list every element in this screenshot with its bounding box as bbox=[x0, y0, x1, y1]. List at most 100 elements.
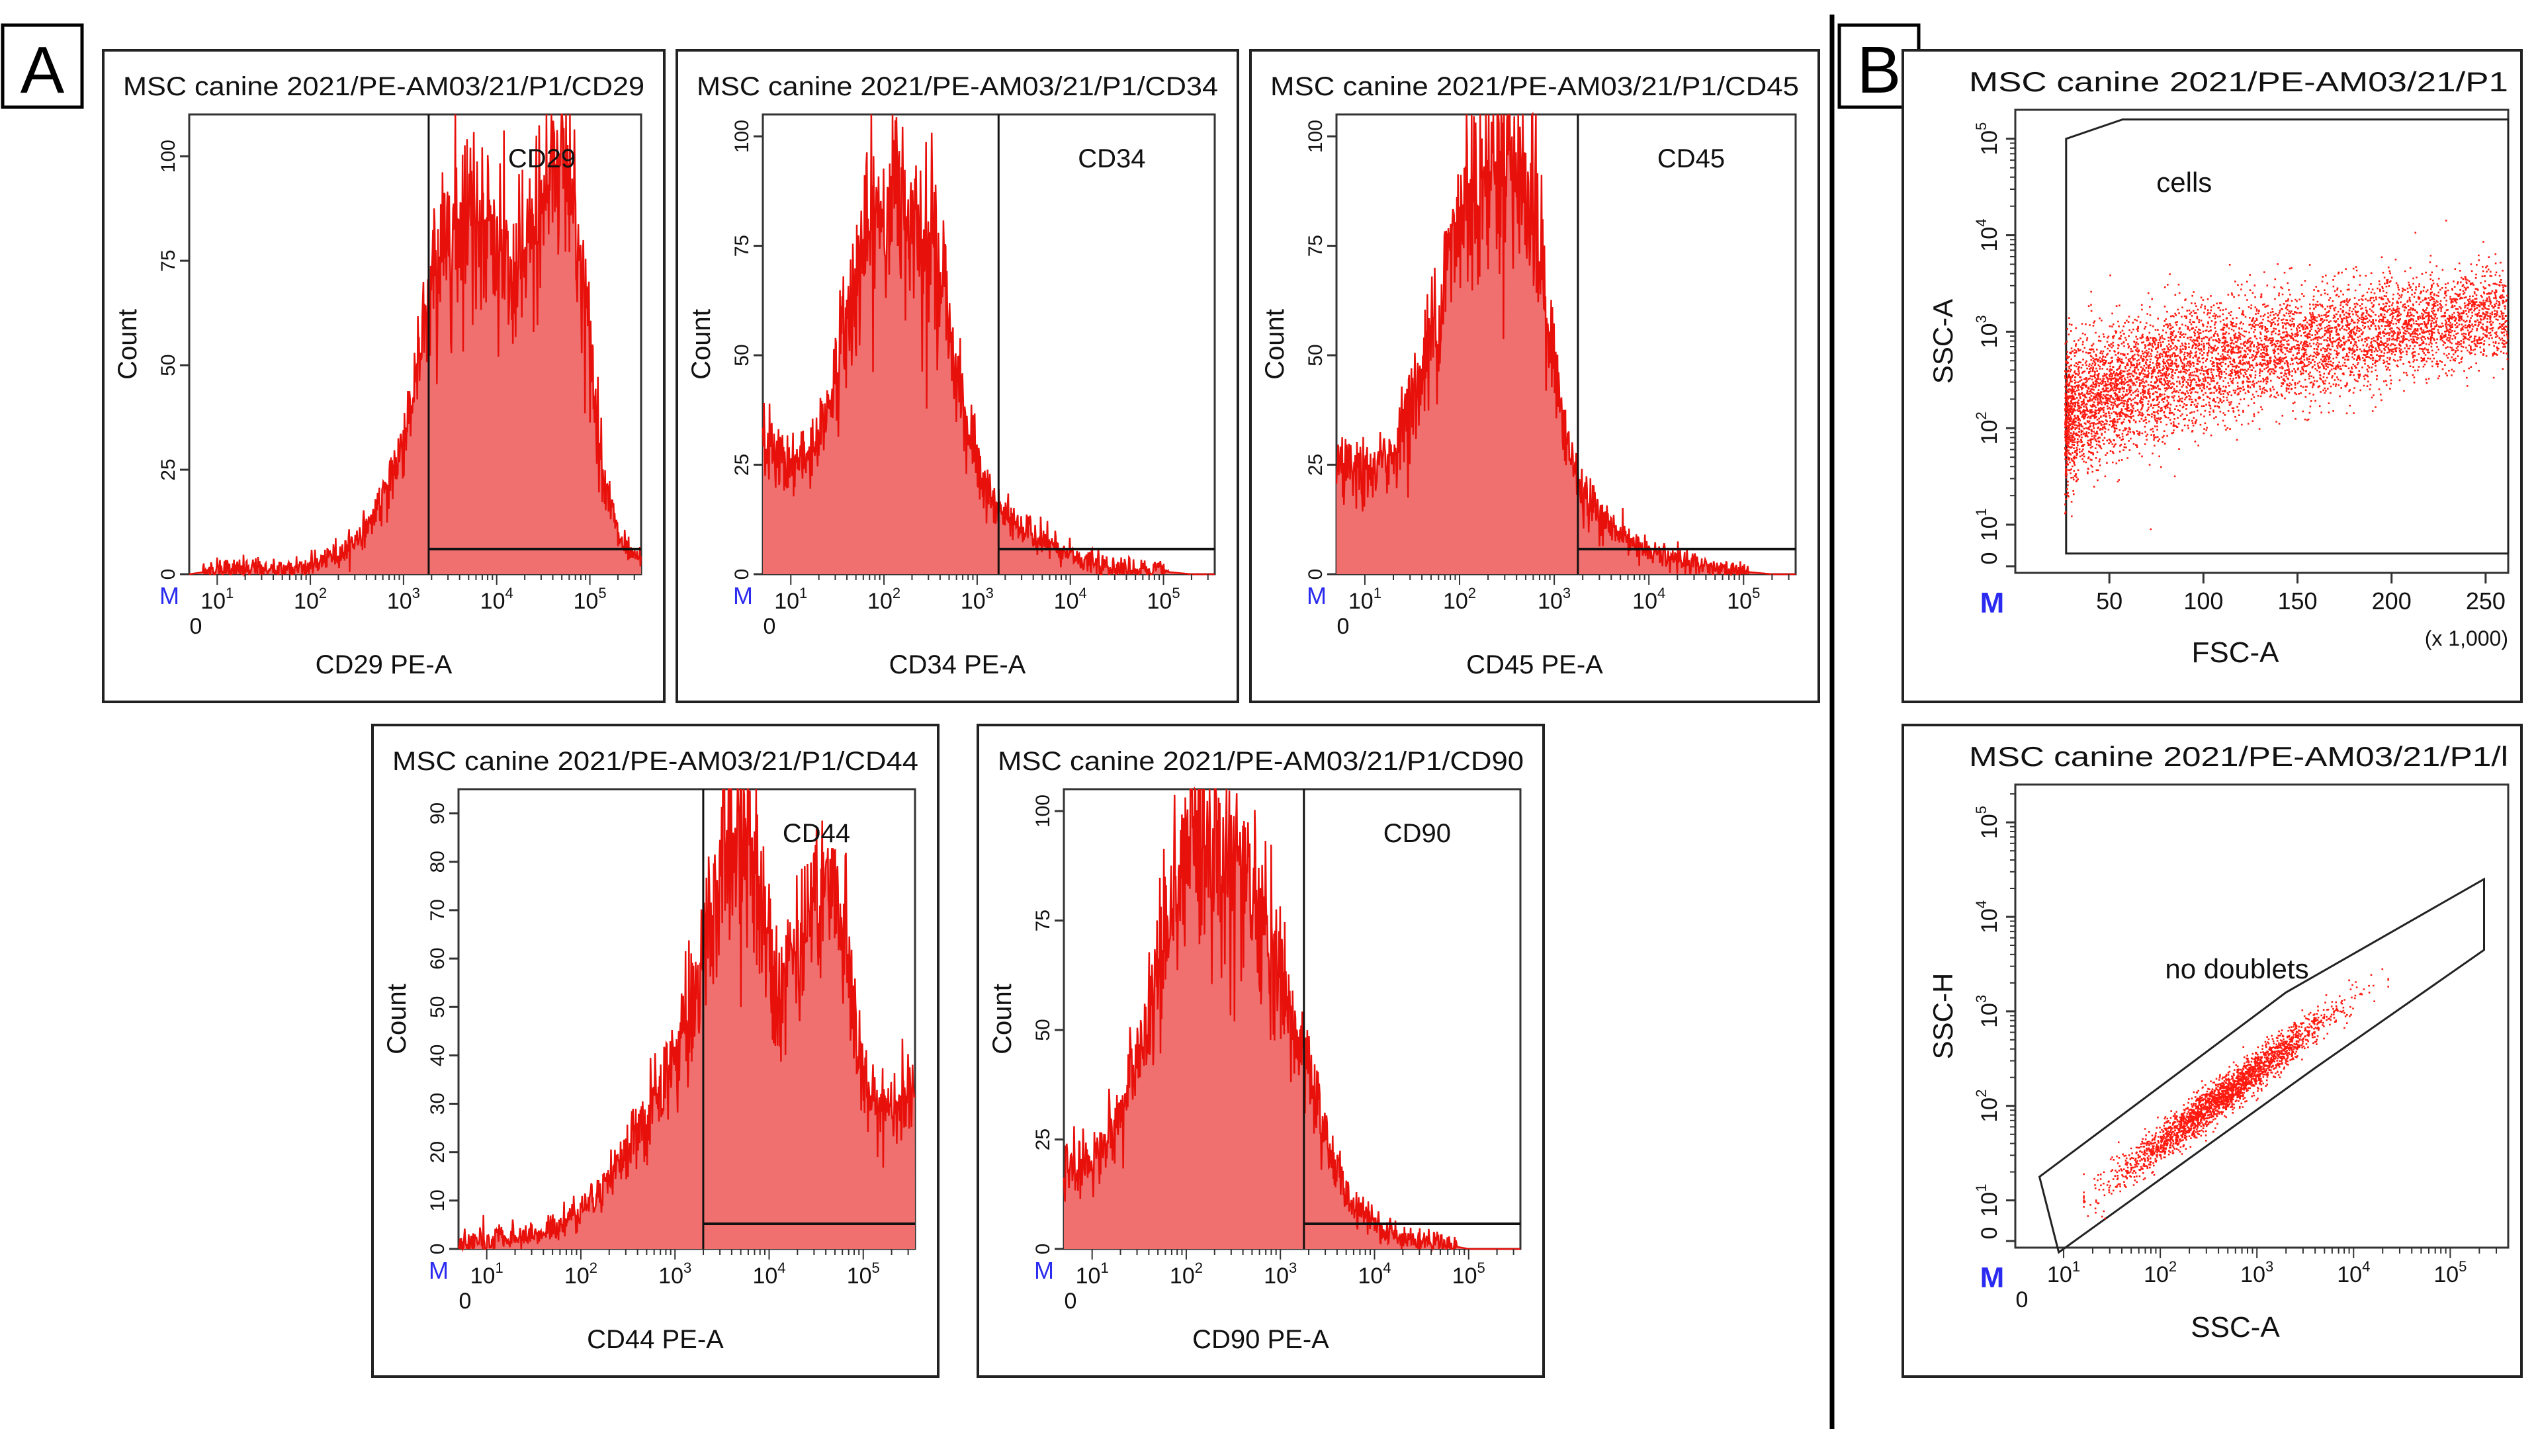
gate-label: CD44 bbox=[783, 819, 850, 848]
marker-label: M bbox=[1980, 587, 2005, 619]
y-tick-label: 10 bbox=[427, 1189, 449, 1211]
y-tick-label: 50 bbox=[1305, 344, 1327, 366]
x-tick-label-exponent: 4 bbox=[1079, 585, 1087, 601]
x-tick-label-exponent: 5 bbox=[872, 1260, 880, 1276]
y-tick-label-exponent: 1 bbox=[1973, 508, 1989, 516]
chart-title: MSC canine 2021/PE-AM03/21/P1/CD34 bbox=[697, 72, 1218, 101]
x-tick-label: 0 bbox=[764, 614, 776, 639]
y-tick-label: 60 bbox=[427, 947, 449, 969]
y-tick-label: 0 bbox=[427, 1244, 449, 1255]
y-tick-label: 25 bbox=[1032, 1129, 1054, 1150]
y-tick-label: 102 bbox=[1973, 411, 2002, 445]
y-tick-label-exponent: 5 bbox=[1973, 122, 1989, 130]
x-tick-label: 50 bbox=[2096, 587, 2122, 615]
x-tick-label: 103 bbox=[1538, 585, 1571, 614]
x-tick-label-exponent: 1 bbox=[495, 1260, 503, 1276]
panel-a-label-box bbox=[1, 23, 84, 109]
x-axis-label: SSC-A bbox=[2191, 1311, 2280, 1344]
gate-label: CD90 bbox=[1383, 819, 1451, 848]
y-tick-label: 100 bbox=[157, 140, 179, 173]
y-tick-label: 30 bbox=[427, 1093, 449, 1115]
x-tick-label-exponent: 3 bbox=[412, 585, 420, 601]
y-tick-label: 75 bbox=[731, 235, 753, 257]
y-tick-label: 0 bbox=[731, 569, 753, 580]
x-tick-label-exponent: 1 bbox=[1374, 585, 1381, 601]
histogram-outline bbox=[189, 113, 642, 578]
y-tick-label: 0 bbox=[1977, 552, 2002, 565]
x-tick-label-exponent: 2 bbox=[319, 585, 327, 601]
x-tick-label-exponent: 2 bbox=[590, 1260, 597, 1276]
y-tick-label: 40 bbox=[427, 1045, 449, 1066]
x-tick-label: 250 bbox=[2466, 587, 2506, 615]
chart-cd29: MSC canine 2021/PE-AM03/21/P1/CD29 CD29 0 2… bbox=[102, 49, 666, 703]
x-tick-label: 200 bbox=[2372, 587, 2412, 615]
x-tick-label: 0 bbox=[2016, 1287, 2029, 1312]
y-tick-label: 0 bbox=[1032, 1244, 1054, 1255]
panel-a: A bbox=[1, 23, 84, 109]
chart-cd44: MSC canine 2021/PE-AM03/21/P1/CD44 CD44 0 1… bbox=[371, 724, 940, 1378]
y-axis-label: SSC-H bbox=[1927, 973, 1958, 1060]
chart-title: MSC canine 2021/PE-AM03/21/P1/l bbox=[1969, 741, 2508, 772]
y-tick-label: 0 bbox=[1305, 569, 1327, 580]
x-axis-label: CD45 PE-A bbox=[1466, 650, 1603, 679]
chart-title: MSC canine 2021/PE-AM03/21/P1/CD45 bbox=[1270, 72, 1799, 101]
gate-label: cells bbox=[2156, 167, 2212, 198]
x-tick-label: 101 bbox=[470, 1260, 503, 1289]
y-axis-label: SSC-A bbox=[1927, 299, 1958, 384]
y-axis-label: Count bbox=[687, 309, 716, 380]
y-tick-label-exponent: 4 bbox=[1973, 219, 1989, 227]
x-tick-label: 150 bbox=[2277, 587, 2317, 615]
y-tick-label: 25 bbox=[1305, 454, 1327, 476]
y-tick-label: 50 bbox=[157, 354, 179, 376]
histogram-outline bbox=[457, 788, 916, 1252]
x-tick-label-exponent: 1 bbox=[2072, 1258, 2080, 1275]
chart-title: MSC canine 2021/PE-AM03/21/P1/CD44 bbox=[392, 747, 918, 776]
marker-label: M bbox=[1034, 1257, 1054, 1284]
chart-title: MSC canine 2021/PE-AM03/21/P1/CD90 bbox=[998, 747, 1524, 776]
y-tick-label: 50 bbox=[1032, 1019, 1054, 1041]
histogram-outline bbox=[1335, 111, 1796, 577]
y-tick-label: 100 bbox=[731, 120, 753, 153]
y-tick-label: 50 bbox=[731, 344, 753, 366]
gate-label: CD45 bbox=[1657, 144, 1725, 173]
y-tick-label-exponent: 2 bbox=[1973, 411, 1989, 419]
chart-cd90: MSC canine 2021/PE-AM03/21/P1/CD90 CD90 0 2… bbox=[977, 724, 1545, 1378]
x-tick-label-exponent: 1 bbox=[1100, 1260, 1108, 1276]
x-tick-label-exponent: 3 bbox=[1289, 1260, 1297, 1276]
gate-polygon bbox=[2065, 118, 2510, 555]
y-tick-label-exponent: 5 bbox=[1973, 806, 1989, 814]
chart-title: MSC canine 2021/PE-AM03/21/P1 bbox=[1969, 66, 2508, 97]
y-axis-label: Count bbox=[113, 309, 142, 380]
panel-a-label: A bbox=[21, 33, 65, 107]
x-tick-label-exponent: 2 bbox=[2169, 1258, 2177, 1275]
y-axis-label: Count bbox=[382, 984, 412, 1054]
scatter-points bbox=[2083, 968, 2389, 1220]
x-tick-label-exponent: 2 bbox=[893, 585, 900, 601]
marker-label: M bbox=[1980, 1262, 2005, 1294]
x-tick-label-exponent: 4 bbox=[2362, 1258, 2370, 1275]
marker-label: M bbox=[429, 1257, 449, 1284]
y-tick-label: 0 bbox=[157, 569, 179, 580]
y-tick-label: 20 bbox=[427, 1141, 449, 1163]
y-tick-label: 25 bbox=[157, 458, 179, 480]
y-tick-label-exponent: 3 bbox=[1973, 315, 1989, 323]
x-tick-label: 0 bbox=[1337, 614, 1350, 639]
x-tick-label-exponent: 5 bbox=[1752, 585, 1760, 601]
y-tick-label: 75 bbox=[1305, 235, 1327, 257]
histogram-outline bbox=[1063, 786, 1520, 1252]
y-tick-label-exponent: 2 bbox=[1973, 1090, 1989, 1097]
x-tick-label: 0 bbox=[1065, 1289, 1077, 1314]
marker-label: M bbox=[733, 582, 753, 609]
gate-label: no doublets bbox=[2165, 953, 2308, 984]
marker-label: M bbox=[159, 582, 179, 609]
y-tick-label-exponent: 3 bbox=[1973, 995, 1989, 1003]
y-tick-label: 70 bbox=[427, 899, 449, 921]
x-axis-label: CD44 PE-A bbox=[587, 1325, 724, 1354]
y-tick-label: 75 bbox=[157, 249, 179, 271]
gate-label: CD29 bbox=[508, 144, 576, 173]
y-tick-label: 102 bbox=[1973, 1090, 2002, 1123]
x-tick-label-exponent: 3 bbox=[986, 585, 994, 601]
y-tick-label: 25 bbox=[731, 454, 753, 476]
x-axis-label: CD29 PE-A bbox=[316, 650, 453, 679]
histogram-fill bbox=[459, 789, 915, 1249]
